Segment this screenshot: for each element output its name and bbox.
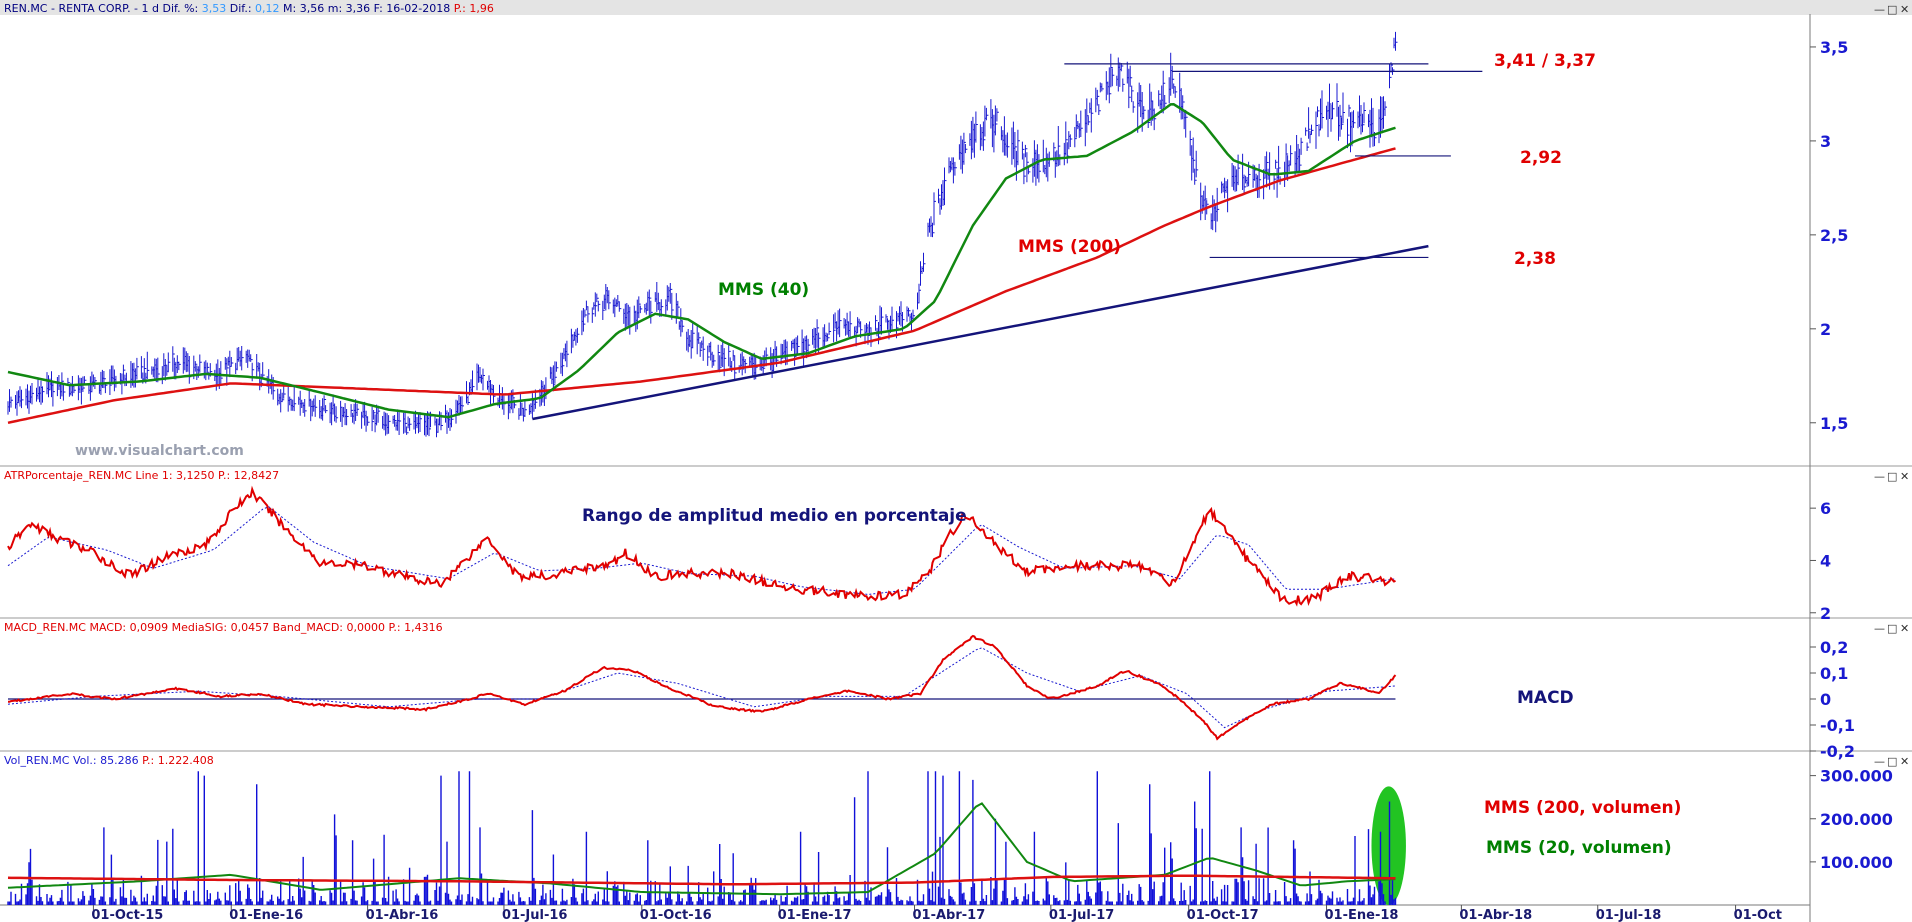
label-mms20-volume: MMS (20, volumen) — [1486, 838, 1672, 858]
macd-title: MACD — [1517, 688, 1574, 708]
mms200-line — [7, 147, 1396, 425]
price-ytick-label: 1,5 — [1820, 414, 1848, 433]
price-ytick-label: 3,5 — [1820, 38, 1848, 57]
price-panel-header: REN.MC - RENTA CORP. - 1 d Dif. %: 3,53 … — [4, 2, 494, 15]
volume-bars — [7, 771, 1397, 905]
axes-layer: — □ ✕— □ ✕— □ ✕— □ ✕3,532,521,56420,20,10-0,1-0,… — [91, 3, 1909, 922]
macd-header-bar — [0, 619, 1912, 634]
macd-signal-line — [7, 647, 1396, 729]
x-tick-label: 01-Abr-18 — [1459, 908, 1532, 922]
volume-header-bar — [0, 752, 1912, 767]
x-tick-label: 01-Abr-17 — [912, 908, 985, 922]
macd-header-text-part: P.: 1,4316 — [389, 621, 443, 634]
x-tick-label: 01-Abr-16 — [366, 908, 439, 922]
close-icon[interactable]: ✕ — [1900, 755, 1909, 768]
x-tick-label: 01-Ene-18 — [1325, 908, 1399, 922]
atr-header-text-part: ATRPorcentaje_REN.MC Line 1: 3,1250 — [4, 469, 218, 482]
atr-title: Rango de amplitud medio en porcentaje — [582, 506, 967, 526]
macd-plot — [7, 634, 1397, 741]
x-tick-label: 01-Jul-17 — [1049, 908, 1115, 922]
price-ytick-label: 3 — [1820, 132, 1831, 151]
volume-highlight-ellipse — [1371, 786, 1406, 905]
x-tick-label: 01-Oct-16 — [640, 908, 712, 922]
macd-header-text-part: MACD_REN.MC MACD: 0,0909 MediaSIG: 0,045… — [4, 621, 389, 634]
minimize-icon[interactable]: — — [1874, 622, 1885, 635]
close-icon[interactable]: ✕ — [1900, 622, 1909, 635]
maximize-icon[interactable]: □ — [1887, 3, 1897, 16]
label-support-2: 2,38 — [1514, 249, 1556, 269]
minimize-icon[interactable]: — — [1874, 3, 1885, 16]
volume-header-text-part: P.: 1.222.408 — [142, 754, 214, 767]
volume-ytick-label: 100.000 — [1820, 853, 1893, 872]
volume-mms200-line — [7, 874, 1396, 886]
macd-line — [8, 634, 1397, 741]
x-tick-label: 01-Oct-15 — [91, 908, 163, 922]
atr-panel-header: ATRPorcentaje_REN.MC Line 1: 3,1250 P.: … — [4, 469, 279, 482]
macd-ytick-label: -0,1 — [1820, 716, 1855, 735]
watermark-text: www.visualchart.com — [75, 443, 244, 459]
label-support-1: 2,92 — [1520, 148, 1562, 168]
label-resistance: 3,41 / 3,37 — [1494, 51, 1596, 71]
price-header-text-part: 0,12 — [255, 2, 280, 15]
label-mms200-volume: MMS (200, volumen) — [1484, 798, 1681, 818]
annotations-layer: MMS (40) MMS (200) 3,41 / 3,37 2,92 2,38 Rang… — [582, 51, 1681, 858]
price-header-text-part: Dif.: — [226, 2, 255, 15]
price-header-text-part: M: 3,56 m: 3,36 F: 16-02-2018 — [280, 2, 454, 15]
price-plot: www.visualchart.com — [7, 31, 1483, 459]
trendline — [532, 244, 1429, 421]
macd-ytick-label: 0 — [1820, 690, 1831, 709]
atr-ytick-label: 2 — [1820, 604, 1831, 623]
label-mms200: MMS (200) — [1018, 237, 1121, 257]
minimize-icon[interactable]: — — [1874, 755, 1885, 768]
label-mms40: MMS (40) — [718, 280, 809, 300]
macd-ytick-label: 0,1 — [1820, 664, 1848, 683]
atr-ytick-label: 4 — [1820, 551, 1831, 570]
atr-line — [7, 485, 1396, 607]
volume-ytick-label: 300.000 — [1820, 767, 1893, 786]
x-tick-label: 01-Jul-18 — [1596, 908, 1662, 922]
volume-header-text-part: Vol_REN.MC Vol.: 85.286 — [4, 754, 142, 767]
price-header-text-part: P.: 1,96 — [454, 2, 494, 15]
maximize-icon[interactable]: □ — [1887, 755, 1897, 768]
atr-header-bar — [0, 467, 1912, 482]
macd-ytick-label: -0,2 — [1820, 742, 1855, 761]
macd-panel-header: MACD_REN.MC MACD: 0,0909 MediaSIG: 0,045… — [4, 621, 443, 634]
close-icon[interactable]: ✕ — [1900, 3, 1909, 16]
x-tick-label: 01-Ene-17 — [778, 908, 852, 922]
close-icon[interactable]: ✕ — [1900, 470, 1909, 483]
minimize-icon[interactable]: — — [1874, 470, 1885, 483]
atr-signal-line — [7, 506, 1396, 596]
price-header-text-part: REN.MC - RENTA CORP. - 1 d Dif. %: — [4, 2, 202, 15]
atr-header-text-part: P.: 12,8427 — [218, 469, 279, 482]
atr-ytick-label: 6 — [1820, 499, 1831, 518]
volume-ytick-label: 200.000 — [1820, 810, 1893, 829]
maximize-icon[interactable]: □ — [1887, 470, 1897, 483]
price-header-text-part: 3,53 — [202, 2, 227, 15]
volume-panel-header: Vol_REN.MC Vol.: 85.286 P.: 1.222.408 — [4, 754, 214, 767]
x-tick-label: 01-Oct — [1734, 908, 1782, 922]
atr-plot — [7, 485, 1396, 607]
x-tick-label: 01-Ene-16 — [229, 908, 303, 922]
volume-plot — [7, 771, 1406, 905]
price-header-bar — [0, 0, 1912, 15]
maximize-icon[interactable]: □ — [1887, 622, 1897, 635]
macd-ytick-label: 0,2 — [1820, 638, 1848, 657]
x-tick-label: 01-Jul-16 — [502, 908, 568, 922]
price-ytick-label: 2,5 — [1820, 226, 1848, 245]
mms40-line — [7, 103, 1396, 419]
price-ytick-label: 2 — [1820, 320, 1831, 339]
x-tick-label: 01-Oct-17 — [1187, 908, 1259, 922]
